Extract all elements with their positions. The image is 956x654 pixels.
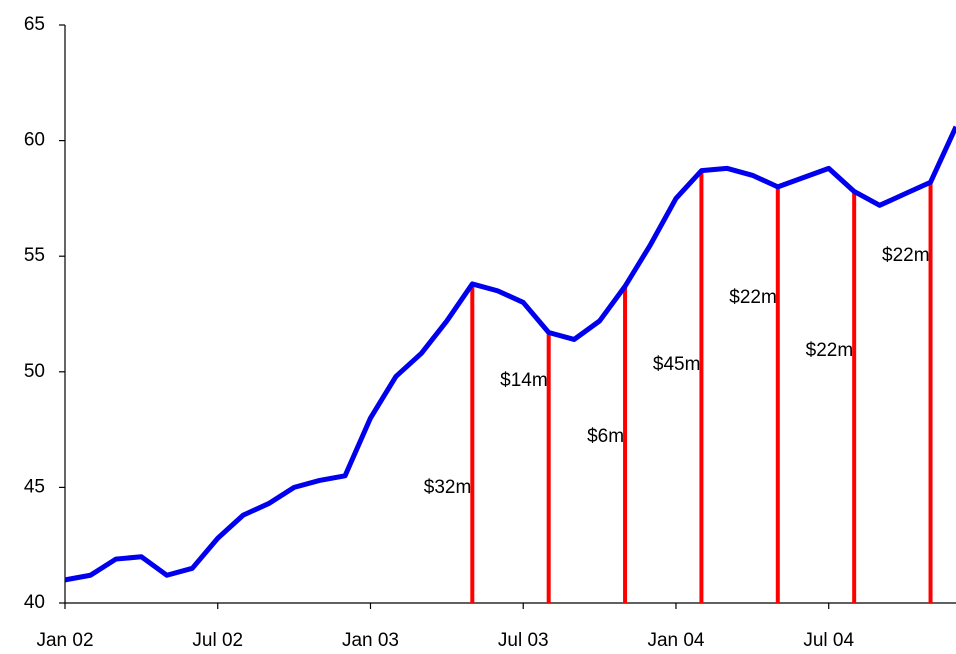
- event-label: $14m: [500, 370, 548, 391]
- x-tick-label: Jan 04: [647, 630, 704, 651]
- y-tick-label: 55: [24, 245, 45, 266]
- x-tick-label: Jul 02: [192, 630, 243, 651]
- y-tick-label: 60: [24, 130, 45, 151]
- event-label: $22m: [729, 287, 777, 308]
- x-tick-label: Jan 02: [36, 630, 93, 651]
- event-label: $6m: [587, 426, 624, 447]
- y-tick-label: 65: [24, 14, 45, 35]
- y-tick-label: 40: [24, 592, 45, 613]
- line-series: [64, 125, 956, 583]
- y-tick-label: 50: [24, 361, 45, 382]
- event-label: $45m: [653, 354, 701, 375]
- event-label: $22m: [882, 245, 930, 266]
- x-tick-label: Jan 03: [342, 630, 399, 651]
- event-label: $32m: [424, 477, 472, 498]
- x-tick-label: Jul 03: [498, 630, 549, 651]
- y-tick-label: 45: [24, 476, 45, 497]
- x-tick-label: Jul 04: [803, 630, 854, 651]
- event-label: $22m: [806, 340, 854, 361]
